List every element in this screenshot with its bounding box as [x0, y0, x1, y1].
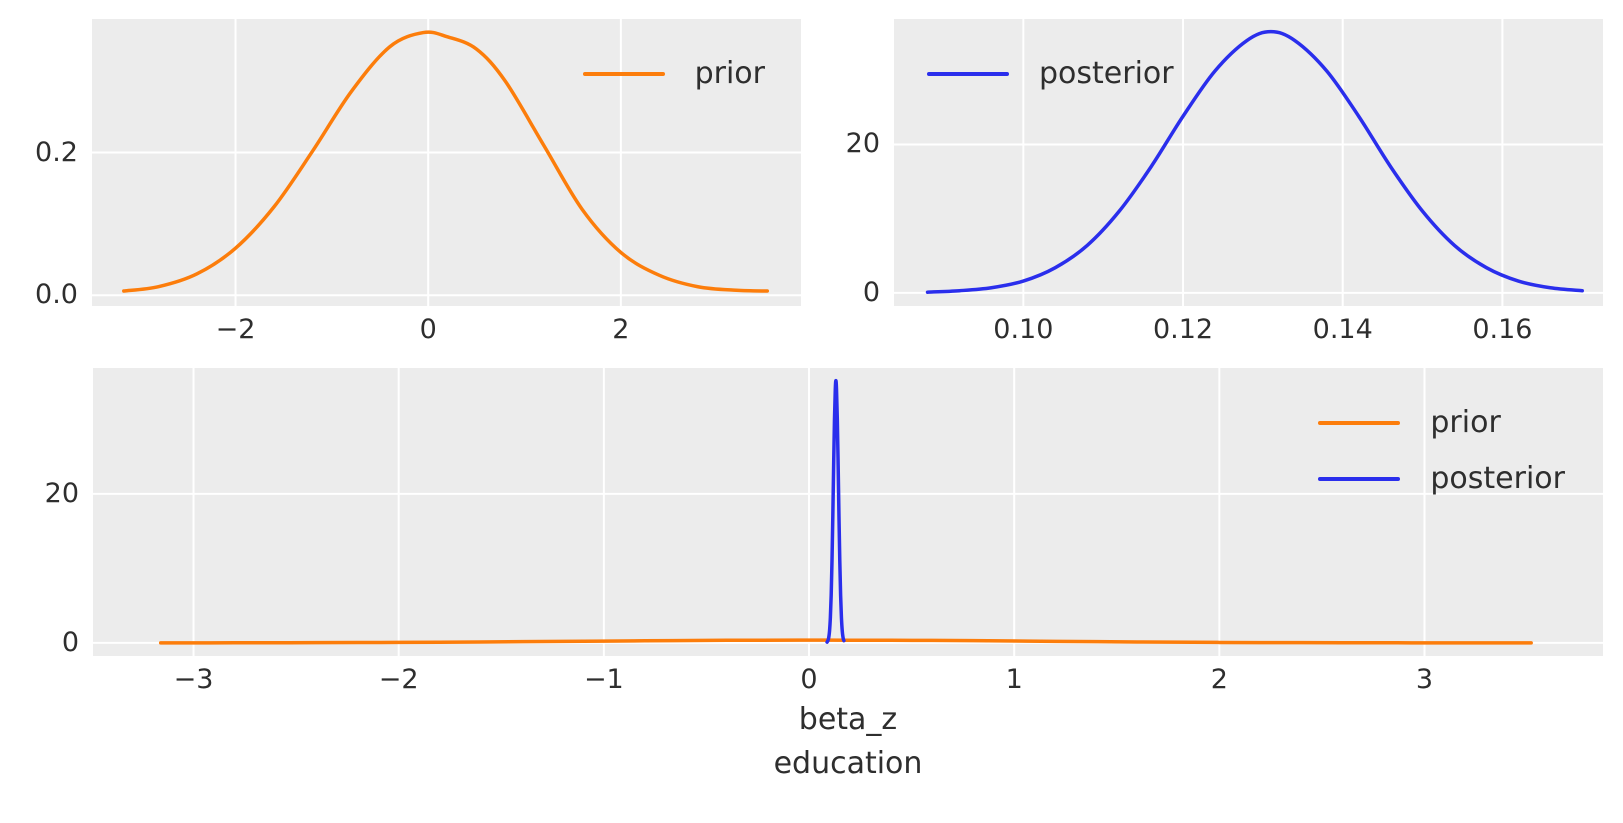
x-tick-label: 2: [1210, 664, 1228, 695]
prior-posterior-overlay-canvas: [93, 368, 1603, 656]
legend-entry-prior: prior: [1318, 404, 1565, 442]
y-tick-label: 20: [845, 128, 880, 160]
prior-posterior-overlay-subplot: −3 −2 −1 0 1 2 3 0 20 prior posterior: [45, 368, 1603, 694]
legend-label: prior: [694, 56, 765, 91]
x-tick-label: 0.10: [993, 314, 1054, 345]
x-tick-label: 1: [1005, 664, 1023, 695]
x-tick-label: 2: [612, 314, 630, 345]
plot-background: [93, 368, 1603, 656]
plot-background: [92, 19, 801, 306]
prior-marginal-canvas: [92, 19, 801, 306]
posterior-curve: [925, 29, 1584, 294]
legend-entry-posterior: posterior: [1318, 460, 1565, 498]
legend-label: posterior: [1430, 461, 1565, 496]
legend-label: posterior: [1039, 56, 1174, 91]
posterior-marginal-canvas: [894, 19, 1603, 306]
prior-curve: [158, 638, 1533, 645]
x-axis-label-line2: education: [773, 746, 923, 781]
x-axis-label: beta_z education: [774, 698, 923, 786]
prior-line-sample: [582, 72, 665, 76]
x-tick-label: −1: [583, 664, 624, 695]
y-tick-label: 20: [44, 478, 79, 510]
x-tick-label: −2: [215, 314, 256, 345]
legend-entry-prior: prior: [582, 55, 765, 93]
y-tick-label: 0: [61, 627, 79, 659]
prior-marginal-subplot: −2 0 2 0.0 0.2 prior: [35, 19, 801, 344]
x-tick-label: 3: [1415, 664, 1434, 695]
plot-background: [894, 19, 1603, 306]
legend-label: prior: [1430, 405, 1501, 440]
posterior-marginal-subplot: 0.10 0.12 0.14 0.16 0 20 posterior: [846, 19, 1603, 344]
posterior-curve: [825, 378, 846, 644]
x-tick-label: 0.12: [1152, 314, 1214, 345]
y-tick-label: 0.0: [35, 279, 78, 311]
legend: posterior: [927, 55, 1174, 93]
posterior-line-sample: [1318, 477, 1401, 481]
x-tick-label: 0: [800, 664, 818, 695]
x-tick-label: 0: [419, 314, 437, 345]
prior-curve: [122, 30, 770, 293]
y-tick-label: 0.2: [35, 136, 78, 168]
y-tick-label: 0: [862, 277, 880, 309]
x-tick-label: −2: [378, 664, 419, 695]
prior-line-sample: [1318, 421, 1401, 425]
posterior-line-sample: [927, 72, 1009, 76]
legend: prior posterior: [1318, 404, 1565, 498]
x-tick-label: 0.16: [1472, 314, 1533, 345]
x-axis-label-line1: beta_z: [798, 702, 898, 737]
x-tick-label: −3: [173, 664, 214, 695]
legend-entry-posterior: posterior: [927, 55, 1174, 93]
x-tick-label: 0.14: [1312, 314, 1373, 345]
legend: prior: [582, 55, 765, 93]
